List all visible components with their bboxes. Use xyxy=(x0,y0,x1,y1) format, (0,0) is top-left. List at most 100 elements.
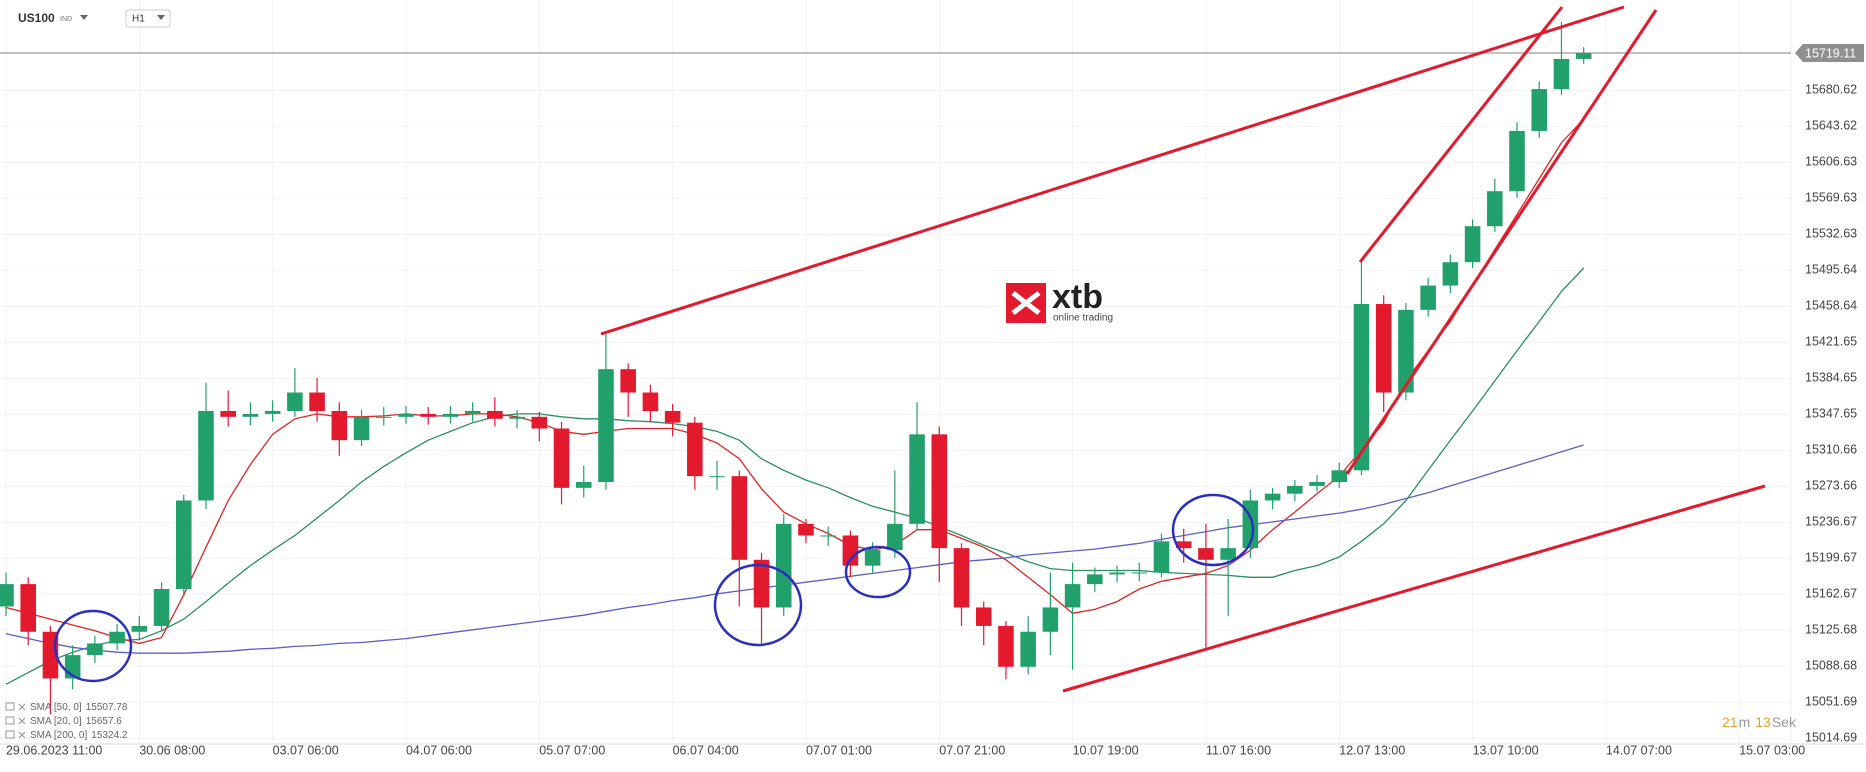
x-tick-label: 15.07 03:00 xyxy=(1739,743,1805,757)
candle-body xyxy=(753,559,770,608)
candle-body xyxy=(664,410,681,423)
timeframe-box[interactable] xyxy=(125,9,171,28)
ellipse-drawing[interactable] xyxy=(53,609,133,683)
timer-seconds-unit: Sek xyxy=(1772,714,1797,730)
candle-body xyxy=(153,588,170,626)
sma-line xyxy=(5,267,1585,685)
candle-body xyxy=(287,392,303,411)
candle-body xyxy=(242,413,259,417)
logo: xtb online trading xyxy=(1006,278,1113,324)
candle-body xyxy=(442,413,459,417)
candle-body xyxy=(864,550,881,566)
x-tick-label: 04.07 06:00 xyxy=(406,743,472,757)
candle-body xyxy=(1398,309,1414,393)
trend-line[interactable] xyxy=(1062,484,1766,693)
trend-line[interactable] xyxy=(1358,6,1564,263)
dropdown-arrow[interactable] xyxy=(80,15,88,20)
legend-icon xyxy=(5,730,15,739)
candle-body xyxy=(1420,285,1436,310)
candle-body xyxy=(731,476,748,560)
candle-body xyxy=(687,422,703,477)
ellipse-drawing[interactable] xyxy=(844,545,912,599)
toolbar: US100 IND H1 xyxy=(18,9,171,28)
candle-body xyxy=(1442,262,1459,286)
candle-body xyxy=(1109,572,1125,575)
y-tick-label: 15532.63 xyxy=(1805,227,1857,241)
candle-body xyxy=(1464,226,1481,263)
y-tick-label: 15310.66 xyxy=(1805,443,1857,457)
symbol-type: IND xyxy=(60,16,72,23)
candle-body xyxy=(642,392,659,411)
y-tick-label: 15495.64 xyxy=(1805,263,1857,277)
candle-body xyxy=(1509,130,1525,192)
legend-name: SMA [20, 0] xyxy=(30,716,82,727)
y-tick-label: 15014.69 xyxy=(1805,730,1857,744)
candle-body xyxy=(309,392,325,411)
current-price-label: 15719.11 xyxy=(1805,46,1856,60)
candle-body xyxy=(553,428,570,488)
symbol[interactable]: US100 xyxy=(18,11,55,25)
logo-x xyxy=(1011,291,1041,315)
candle-body xyxy=(420,413,436,417)
legend-icon xyxy=(5,702,15,711)
candle-body xyxy=(998,625,1014,667)
candle-body xyxy=(20,584,36,632)
candle-body xyxy=(264,410,281,414)
x-tick-label: 30.06 08:00 xyxy=(139,743,205,757)
timeframe[interactable]: H1 xyxy=(132,14,145,25)
ellipse-drawing[interactable] xyxy=(713,563,803,647)
candle-body xyxy=(509,416,525,419)
candle-body xyxy=(1175,541,1192,549)
y-tick-label: 15088.68 xyxy=(1805,658,1857,672)
x-tick-label: 07.07 21:00 xyxy=(939,743,1005,757)
candle-body xyxy=(887,523,903,551)
legend-close xyxy=(18,703,26,711)
current-price-tag xyxy=(1795,43,1864,62)
ellipse-drawing[interactable] xyxy=(1171,493,1255,567)
candle-body xyxy=(87,643,103,656)
candle-body xyxy=(620,369,636,393)
legend-entry: SMA [200, 0] 15324.2 xyxy=(30,730,128,741)
y-tick-label: 15199.67 xyxy=(1805,550,1857,564)
candle-body xyxy=(1042,607,1059,632)
legend-name: SMA [50, 0] xyxy=(30,702,82,713)
candle-body xyxy=(975,607,992,626)
candle-body xyxy=(1309,481,1325,486)
y-tick-label: 15384.65 xyxy=(1805,371,1857,385)
trend-line[interactable] xyxy=(600,5,1625,336)
candle-body xyxy=(820,535,836,537)
y-tick-label: 15458.64 xyxy=(1805,299,1857,313)
candle-body xyxy=(198,410,214,501)
y-tick-label: 15125.68 xyxy=(1805,622,1857,636)
legend-icon xyxy=(5,716,15,725)
legend-name: SMA [200, 0] xyxy=(30,730,87,741)
plot: 15719.11 xyxy=(0,21,1864,715)
legend-value: 15507.78 xyxy=(86,702,128,713)
legend-close xyxy=(18,717,26,725)
dropdown-arrow[interactable] xyxy=(157,15,165,20)
candle-body xyxy=(798,523,814,536)
x-tick-label: 13.07 10:00 xyxy=(1473,743,1539,757)
y-tick-label: 15421.65 xyxy=(1805,335,1857,349)
candle-body xyxy=(953,548,970,608)
candle-body xyxy=(531,416,548,429)
y-tick-label: 15606.63 xyxy=(1805,155,1857,169)
y-tick-label: 15680.62 xyxy=(1805,83,1857,97)
y-tick-label: 15236.67 xyxy=(1805,514,1857,528)
candle-body xyxy=(1198,548,1214,560)
candle-body xyxy=(775,523,792,608)
trend-line[interactable] xyxy=(1345,9,1658,475)
logo-tagline: online trading xyxy=(1053,313,1113,324)
candle-body xyxy=(220,410,236,417)
candle-body xyxy=(1220,548,1236,560)
x-tick-label: 12.07 13:00 xyxy=(1339,743,1405,757)
candle-body xyxy=(1020,631,1036,667)
candle-body xyxy=(1353,304,1370,471)
candle-body xyxy=(398,413,414,417)
y-tick-label: 15051.69 xyxy=(1805,694,1857,708)
candle-body xyxy=(575,481,592,488)
x-tick-label: 03.07 06:00 xyxy=(273,743,339,757)
